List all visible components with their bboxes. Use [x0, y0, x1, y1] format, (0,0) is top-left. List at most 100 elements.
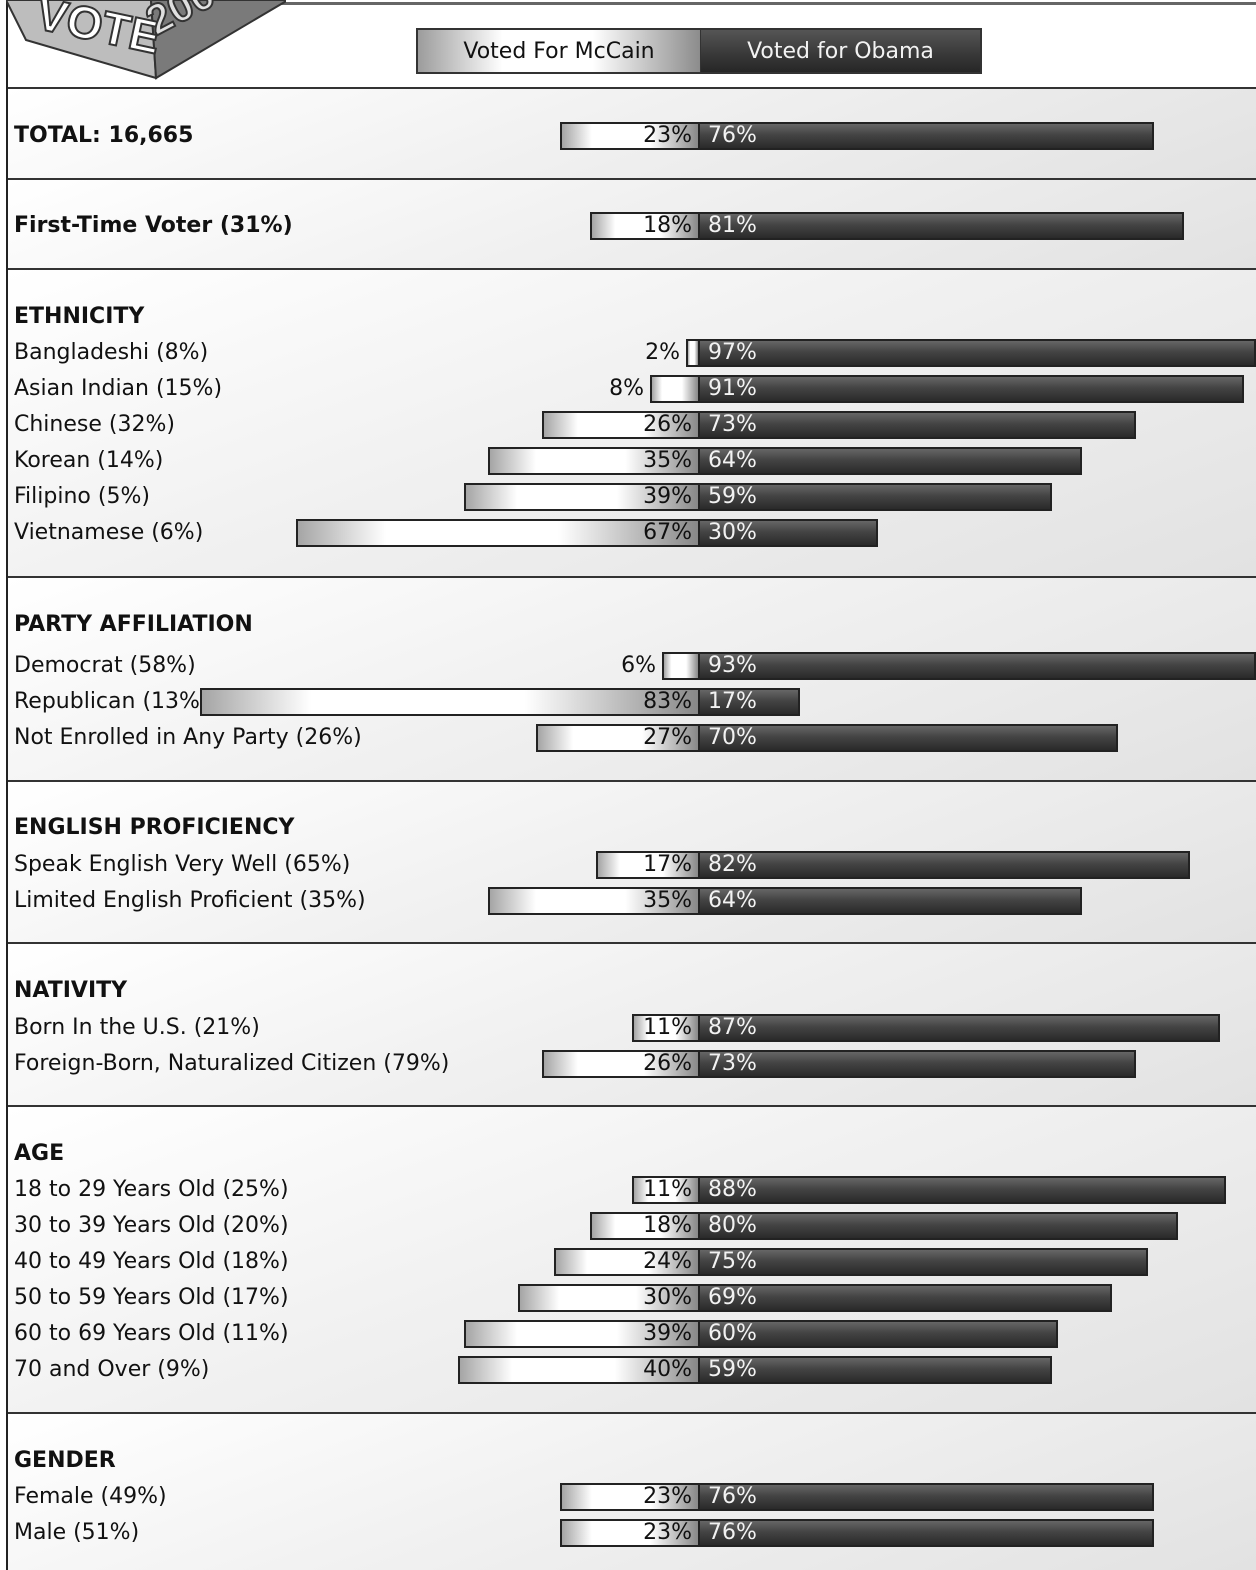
data-label-mccain: 83% — [643, 689, 692, 714]
bar-obama — [698, 1356, 1052, 1384]
bar-mccain — [560, 1519, 698, 1547]
row-label: Foreign-Born, Naturalized Citizen (79%) — [14, 1051, 450, 1076]
bar-mccain — [536, 724, 698, 752]
bar-obama — [698, 411, 1136, 439]
bar-mccain — [518, 1284, 698, 1312]
data-label-obama: 82% — [708, 852, 757, 877]
data-label-obama: 76% — [708, 123, 757, 148]
bar-mccain — [596, 851, 698, 879]
bar-obama — [698, 212, 1184, 240]
bar-mccain — [296, 519, 698, 547]
row-label: Democrat (58%) — [14, 653, 196, 678]
data-label-mccain: 67% — [643, 520, 692, 545]
data-label-mccain: 23% — [643, 123, 692, 148]
data-label-obama: 64% — [708, 888, 757, 913]
data-label-mccain: 30% — [643, 1285, 692, 1310]
row-label: Limited English Proficient (35%) — [14, 888, 366, 913]
data-label-obama: 59% — [708, 1357, 757, 1382]
bar-obama — [698, 1519, 1154, 1547]
data-label-obama: 73% — [708, 1051, 757, 1076]
bar-mccain — [542, 411, 698, 439]
row-label: 50 to 59 Years Old (17%) — [14, 1285, 289, 1310]
bar-obama — [698, 519, 878, 547]
bar-mccain — [686, 339, 698, 367]
data-label-obama: 81% — [708, 213, 757, 238]
group-title: GENDER — [14, 1448, 116, 1473]
chart-frame — [6, 0, 1256, 1570]
bar-mccain — [632, 1014, 698, 1042]
row-label: 18 to 29 Years Old (25%) — [14, 1177, 289, 1202]
data-label-mccain: 18% — [643, 213, 692, 238]
data-label-mccain: 23% — [643, 1520, 692, 1545]
bar-mccain — [488, 887, 698, 915]
data-label-mccain: 2% — [645, 340, 680, 365]
bar-obama — [698, 375, 1244, 403]
bar-mccain — [542, 1050, 698, 1078]
data-label-mccain: 17% — [643, 852, 692, 877]
bar-obama — [698, 1176, 1226, 1204]
group-title: NATIVITY — [14, 978, 128, 1003]
data-label-obama: 93% — [708, 653, 757, 678]
data-label-obama: 17% — [708, 689, 757, 714]
legend-obama: Voted for Obama — [701, 30, 980, 72]
row-label: Asian Indian (15%) — [14, 376, 223, 401]
bar-obama — [698, 339, 1256, 367]
bar-obama — [698, 1014, 1220, 1042]
bar-mccain — [458, 1356, 698, 1384]
row-label: Republican (13%) — [14, 689, 209, 714]
group-title: AGE — [14, 1141, 65, 1166]
row-label: Female (49%) — [14, 1484, 167, 1509]
bar-obama — [698, 1248, 1148, 1276]
row-label: 60 to 69 Years Old (11%) — [14, 1321, 289, 1346]
chart-group: ETHNICITY Bangladeshi (8%) 2% 97% Asian Indi… — [8, 268, 1256, 576]
bar-mccain — [632, 1176, 698, 1204]
row-label: Vietnamese (6%) — [14, 520, 204, 545]
chart-group: AGE 18 to 29 Years Old (25%) 11% 88% 30 to 3… — [8, 1105, 1256, 1412]
data-label-obama: 88% — [708, 1177, 757, 1202]
bar-obama — [698, 1483, 1154, 1511]
row-label: Not Enrolled in Any Party (26%) — [14, 725, 362, 750]
data-label-obama: 87% — [708, 1015, 757, 1040]
bar-obama — [698, 447, 1082, 475]
bar-obama — [698, 1212, 1178, 1240]
bar-mccain — [464, 1320, 698, 1348]
row-label: TOTAL: 16,665 — [14, 123, 194, 148]
top-rule — [280, 2, 1256, 5]
bar-obama — [698, 887, 1082, 915]
chart-group: PARTY AFFILIATION Democrat (58%) 6% 93% Repu… — [8, 576, 1256, 780]
bar-obama — [698, 122, 1154, 150]
group-title: PARTY AFFILIATION — [14, 612, 253, 637]
row-label: First-Time Voter (31%) — [14, 213, 293, 238]
data-label-obama: 75% — [708, 1249, 757, 1274]
bar-obama — [698, 1050, 1136, 1078]
data-label-obama: 80% — [708, 1213, 757, 1238]
data-label-mccain: 35% — [643, 448, 692, 473]
data-label-mccain: 24% — [643, 1249, 692, 1274]
data-label-obama: 64% — [708, 448, 757, 473]
group-title: ENGLISH PROFICIENCY — [14, 815, 295, 840]
data-label-mccain: 8% — [609, 376, 644, 401]
bar-obama — [698, 1284, 1112, 1312]
bar-mccain — [560, 1483, 698, 1511]
bar-mccain — [650, 375, 698, 403]
bar-obama — [698, 688, 800, 716]
data-label-mccain: 6% — [621, 653, 656, 678]
data-label-mccain: 39% — [643, 484, 692, 509]
row-label: 30 to 39 Years Old (20%) — [14, 1213, 289, 1238]
row-label: Male (51%) — [14, 1520, 140, 1545]
bar-obama — [698, 652, 1256, 680]
bar-obama — [698, 851, 1190, 879]
data-label-obama: 70% — [708, 725, 757, 750]
bar-mccain — [590, 212, 698, 240]
row-label: 40 to 49 Years Old (18%) — [14, 1249, 289, 1274]
bar-mccain — [200, 688, 698, 716]
data-label-obama: 30% — [708, 520, 757, 545]
data-label-mccain: 18% — [643, 1213, 692, 1238]
row-label: Speak English Very Well (65%) — [14, 852, 351, 877]
chart-group: NATIVITY Born In the U.S. (21%) 11% 87% Fore… — [8, 942, 1256, 1105]
legend-mccain: Voted For McCain — [418, 30, 701, 72]
chart-group: TOTAL: 16,665 23% 76% — [8, 87, 1256, 178]
data-label-mccain: 23% — [643, 1484, 692, 1509]
vote-2008-logo: VOTE 2008 — [6, 0, 286, 80]
row-label: Korean (14%) — [14, 448, 164, 473]
